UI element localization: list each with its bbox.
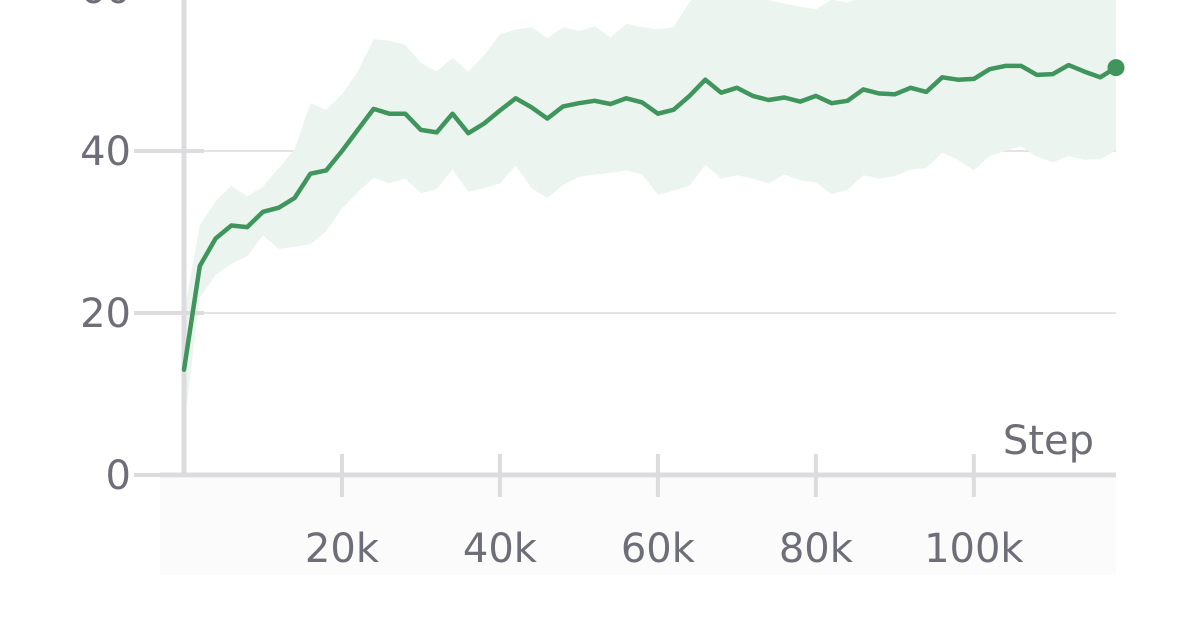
x-axis-title: Step bbox=[1003, 418, 1094, 464]
series-band-0 bbox=[184, 0, 1116, 427]
tick-labels: 0 20 40 60 20k 40k 60k 80k 100k bbox=[80, 0, 1024, 572]
confidence-band-layer bbox=[184, 0, 1116, 427]
series-end-marker-0[interactable] bbox=[1107, 59, 1125, 77]
y-tick-label-40: 40 bbox=[80, 129, 131, 175]
y-tick-label-20: 20 bbox=[80, 291, 131, 337]
x-tick-label-20k: 20k bbox=[305, 526, 380, 572]
x-tick-label-80k: 80k bbox=[779, 526, 854, 572]
series-layer bbox=[181, 59, 1125, 372]
x-tick-label-100k: 100k bbox=[924, 526, 1024, 572]
y-tick-label-0: 0 bbox=[106, 453, 131, 499]
x-axis-area bbox=[160, 478, 1116, 575]
series-line-0 bbox=[181, 62, 1119, 372]
axes bbox=[134, 0, 1116, 497]
y-tick-label-60: 60 bbox=[80, 0, 131, 13]
x-tick-label-60k: 60k bbox=[621, 526, 696, 572]
x-tick-label-40k: 40k bbox=[463, 526, 538, 572]
